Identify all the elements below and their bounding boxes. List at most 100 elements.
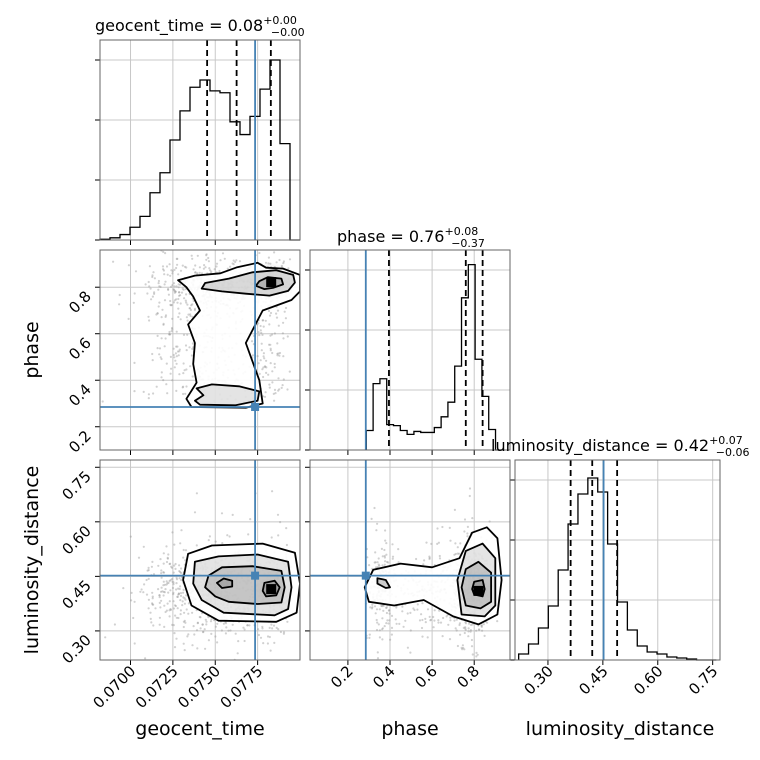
- contour-line: [194, 383, 261, 407]
- scatter-point: [170, 367, 173, 370]
- scatter-point: [281, 332, 284, 335]
- scatter-point: [175, 298, 178, 301]
- scatter-point: [273, 641, 276, 645]
- scatter-point: [168, 330, 171, 334]
- scatter-point: [416, 603, 419, 606]
- tick-label-x: 0.30: [520, 662, 556, 698]
- scatter-point: [162, 322, 165, 325]
- scatter-point: [174, 352, 177, 355]
- scatter-point: [172, 624, 175, 627]
- scatter-point: [371, 603, 374, 606]
- scatter-point: [264, 365, 267, 368]
- scatter-point: [185, 349, 188, 352]
- scatter-point: [481, 629, 484, 632]
- scatter-point: [381, 628, 384, 631]
- scatter-point: [164, 314, 168, 317]
- scatter-point: [152, 603, 155, 606]
- scatter-point: [378, 564, 381, 567]
- scatter-point: [161, 590, 164, 593]
- scatter-point: [173, 604, 177, 607]
- scatter-point: [366, 556, 369, 559]
- scatter-point: [420, 613, 423, 616]
- scatter-point: [160, 569, 163, 572]
- scatter-point: [175, 389, 178, 392]
- scatter-point: [409, 611, 412, 615]
- scatter-point: [193, 633, 196, 636]
- scatter-point: [162, 250, 165, 253]
- scatter-point: [183, 597, 186, 600]
- panel-content: [100, 250, 300, 450]
- scatter-point: [377, 623, 380, 626]
- scatter-point: [158, 353, 161, 356]
- scatter-point: [159, 285, 162, 288]
- scatter-point: [168, 609, 171, 612]
- scatter-point: [261, 625, 264, 628]
- scatter-point: [383, 625, 386, 628]
- scatter-point: [461, 644, 464, 647]
- scatter-point: [175, 285, 178, 288]
- scatter-point: [156, 347, 159, 350]
- scatter-point: [182, 556, 185, 559]
- scatter-point: [157, 564, 160, 567]
- scatter-point: [180, 529, 183, 532]
- scatter-point: [412, 607, 415, 610]
- scatter-point: [471, 517, 474, 520]
- scatter-point: [265, 359, 268, 362]
- scatter-point: [189, 365, 192, 368]
- scatter-point: [182, 333, 186, 336]
- scatter-point: [418, 619, 422, 622]
- scatter-point: [178, 564, 181, 567]
- scatter-point: [378, 629, 381, 632]
- scatter-point: [224, 622, 228, 625]
- scatter-point: [263, 395, 267, 398]
- scatter-point: [179, 269, 183, 272]
- scatter-point: [215, 262, 219, 265]
- scatter-point: [183, 611, 186, 614]
- scatter-point: [179, 542, 182, 545]
- scatter-point: [191, 611, 194, 614]
- scatter-point: [182, 591, 185, 594]
- scatter-point: [173, 366, 176, 369]
- scatter-point: [177, 616, 180, 620]
- panel-frame: [99, 459, 301, 661]
- scatter-point: [191, 257, 194, 260]
- scatter-point: [259, 324, 262, 328]
- scatter-point: [475, 651, 478, 655]
- scatter-point: [151, 602, 154, 605]
- scatter-point: [151, 359, 154, 362]
- scatter-point: [278, 388, 281, 391]
- scatter-point: [454, 627, 457, 630]
- scatter-point: [438, 557, 442, 560]
- scatter-point: [167, 288, 170, 291]
- scatter-point: [133, 642, 136, 645]
- scatter-point: [167, 293, 170, 296]
- scatter-point: [236, 652, 239, 655]
- panel-luminosity_distance-vs-phase: 0.2 0.4 0.6 0.8: [305, 459, 511, 692]
- scatter-point: [148, 285, 151, 288]
- contour-line: [200, 269, 296, 297]
- scatter-point: [380, 547, 383, 551]
- scatter-point: [190, 354, 193, 357]
- scatter-point: [262, 642, 265, 645]
- scatter-point: [262, 319, 265, 322]
- scatter-point: [186, 333, 189, 336]
- scatter-point: [182, 642, 185, 645]
- scatter-point: [187, 633, 190, 636]
- scatter-point: [165, 545, 168, 548]
- scatter-point: [173, 646, 177, 649]
- scatter-point: [464, 627, 467, 630]
- scatter-point: [438, 609, 441, 612]
- scatter-point: [475, 629, 478, 632]
- scatter-point: [193, 309, 196, 312]
- scatter-point: [171, 586, 175, 590]
- scatter-point: [164, 315, 167, 318]
- scatter-point: [156, 334, 159, 337]
- scatter-point: [376, 621, 379, 624]
- scatter-point: [165, 265, 169, 268]
- scatter-point: [162, 323, 165, 326]
- scatter-point: [265, 371, 268, 374]
- scatter-point: [214, 540, 217, 543]
- scatter-point: [151, 352, 154, 356]
- scatter-point: [469, 629, 472, 632]
- scatter-point: [184, 559, 187, 562]
